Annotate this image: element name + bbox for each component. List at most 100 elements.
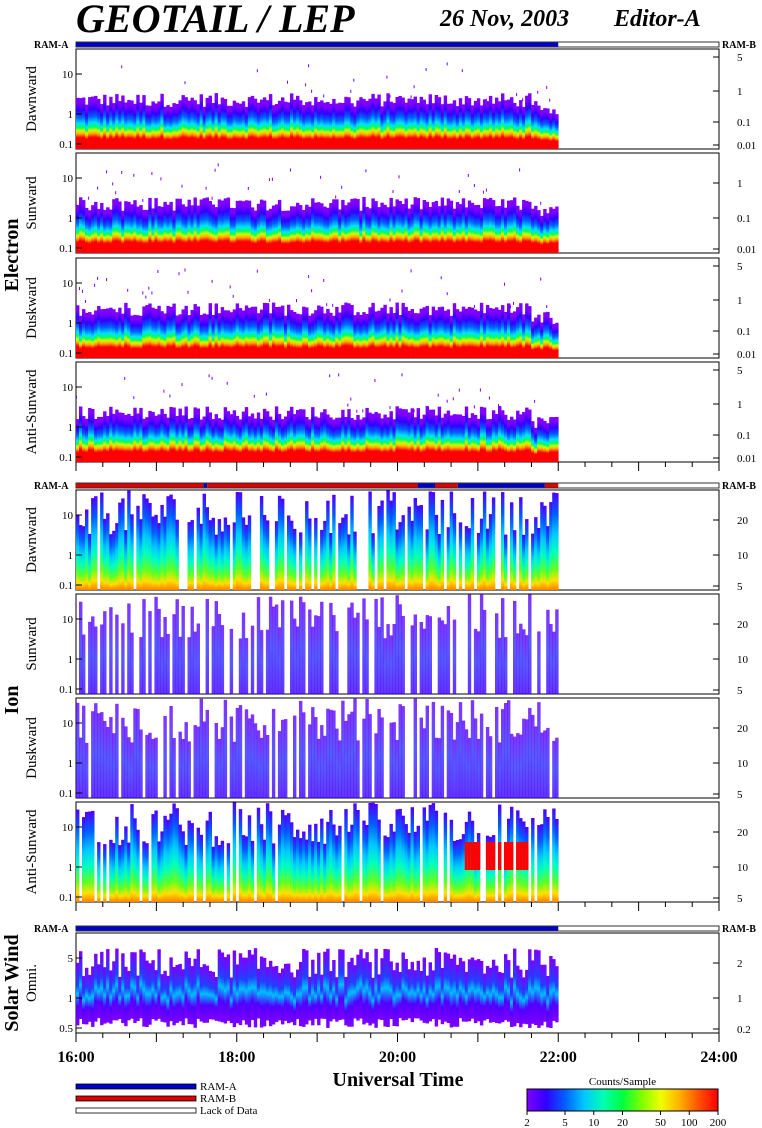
spectrogram-column [386,490,390,590]
spectrogram-column [139,637,143,694]
spectrogram-column [308,101,312,149]
spectrogram-column [338,209,342,253]
spectrogram-column [85,742,89,798]
spectrogram-column [555,416,559,462]
spectrogram-column [284,815,288,902]
spectrogram-column [79,951,83,1019]
spectrogram-column [145,734,149,798]
spectrogram-column [196,623,200,694]
spectrogram-column [476,98,481,149]
spectrogram-speck [211,279,213,283]
left-tick-label: 1 [68,550,74,562]
spectrogram-column [476,738,481,798]
spectrogram-column [100,416,104,462]
spectrogram-column [446,410,451,462]
spectrogram-column [115,614,119,694]
spectrogram-column [326,948,330,1028]
spectrogram-column [473,415,478,462]
spectrogram-column [103,844,107,902]
spectrogram-column [434,810,439,902]
spectrogram-column [235,707,240,798]
spectrogram-speck [516,93,518,97]
spectrogram-column [485,528,490,590]
spectrogram-column [136,829,140,902]
spectrogram-speck [534,399,536,403]
spectrogram-column [265,629,270,694]
spectrogram-column [244,957,249,1025]
spectrogram-column [184,305,188,358]
spectrogram-column [253,418,258,462]
spectrogram-column [109,970,113,1024]
spectrogram-column [479,713,484,798]
spectrogram-column [314,97,318,149]
spectrogram-speck [350,397,352,401]
spectrogram-column [91,966,95,1027]
spectrogram-column [181,831,185,902]
spectrogram-column [271,205,276,253]
spectrogram-column [374,598,378,694]
spectrogram-column [235,200,240,253]
spectrogram-column [262,839,267,902]
spectrogram-column [299,838,303,902]
spectrogram-column [145,209,149,253]
spectrogram-column [268,596,273,694]
spectrogram-column [353,531,357,590]
spectrogram-column [413,970,417,1019]
spectrogram-column [371,977,375,1024]
spectrogram-column [329,602,333,694]
spectrogram-column [103,611,107,694]
spectrogram-column [238,705,243,798]
spectrogram-column [97,842,101,902]
spectrogram-column [178,636,182,694]
spectrogram-column [323,843,327,902]
spectrogram-column [504,954,508,1021]
spectrogram-column [332,419,336,462]
spectrogram-column [314,823,318,902]
spectrogram-column [100,203,104,253]
spectrogram-column [259,309,264,358]
spectrogram-column [549,956,553,1028]
right-tick-label: 0.1 [737,326,751,338]
ram-segment [435,483,458,488]
spectrogram-column [485,305,490,358]
spectrogram-column [386,313,390,358]
spectrogram-column [329,312,333,358]
spectrogram-column [281,809,285,902]
spectrogram-column [142,95,146,149]
spectrogram-column [317,102,321,149]
spectrogram-speck [76,395,77,399]
legend-swatch [75,1083,197,1090]
spectrogram-column [130,804,134,902]
spectrogram-column [543,505,547,590]
spectrogram-speck [389,406,391,409]
spectrogram-column [175,315,179,358]
spectrogram-speck [320,175,322,179]
spectrogram-column [196,205,200,253]
spectrogram-column [217,418,222,462]
spectrogram-column [265,411,270,462]
spectrogram-column [449,491,454,590]
right-tick-label: 0.2 [737,1024,751,1036]
spectrogram-column [398,808,402,902]
spectrogram-column [199,199,203,253]
spectrogram-column [519,100,523,149]
spectrogram-column [293,837,297,902]
spectrogram-column [425,104,429,149]
spectrogram-column [479,302,484,358]
spectrogram-column [501,598,505,694]
spectrogram-column [79,315,83,358]
spectrogram-column [356,810,360,902]
spectrogram-column [392,419,396,462]
spectrogram-column [386,837,390,902]
spectrogram-column [431,970,436,1020]
spectrogram-column [214,601,218,694]
spectrogram-column [350,495,354,590]
spectrogram-column [410,807,414,902]
spectrogram-speck [482,190,484,194]
spectrogram-column [335,835,339,902]
spectrogram-column [268,208,273,253]
ram-segment [76,483,204,488]
spectrogram-column [401,815,405,902]
spectrogram-column [470,498,475,590]
spectrogram-column [94,496,98,590]
